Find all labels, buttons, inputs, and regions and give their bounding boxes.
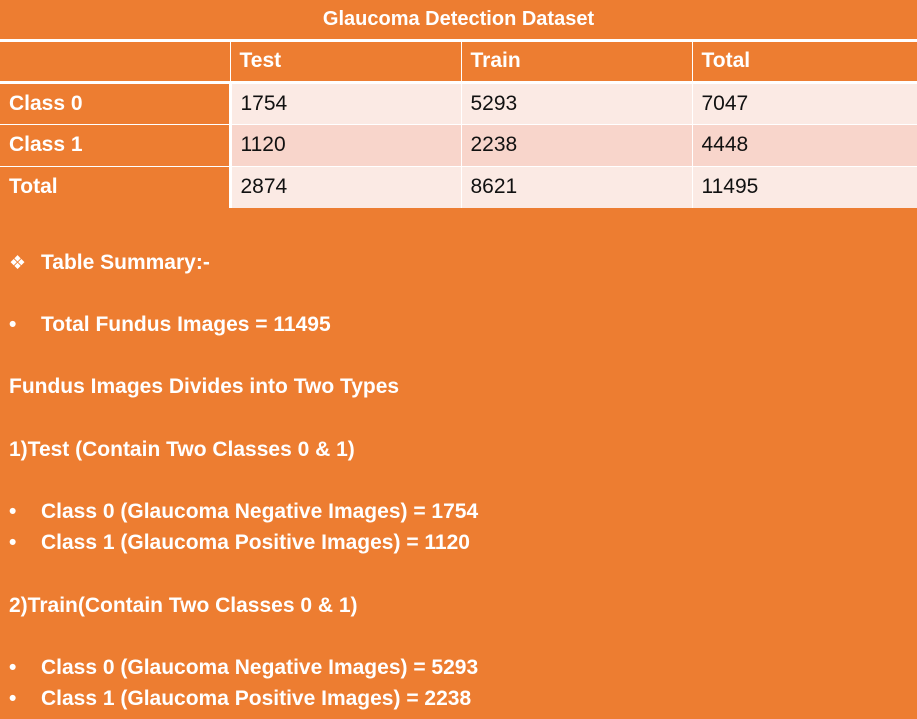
table-cell: 2238: [461, 124, 693, 167]
row-label: Total: [0, 166, 232, 208]
header-cell-test: Test: [230, 40, 462, 84]
bullet-icon: •: [9, 313, 17, 336]
table-caption: Glaucoma Detection Dataset: [0, 0, 917, 42]
divides-line: Fundus Images Divides into Two Types: [9, 375, 400, 398]
train-item-text: Class 0 (Glaucoma Negative Images) = 529…: [41, 656, 479, 679]
header-cell-corner: [0, 40, 231, 84]
bullet-icon: •: [9, 687, 17, 710]
summary-heading: Table Summary:-: [41, 251, 210, 274]
table-cell: 8621: [461, 166, 693, 208]
table-row-total: Total 2874 8621 11495: [0, 166, 917, 208]
train-item-text: Class 1 (Glaucoma Positive Images) = 223…: [41, 687, 472, 710]
dataset-table: Glaucoma Detection Dataset Test Train To…: [0, 0, 917, 208]
test-item-text: Class 0 (Glaucoma Negative Images) = 175…: [41, 500, 479, 523]
table-row-class-1: Class 1 1120 2238 4448: [0, 124, 917, 167]
train-item-class-0: • Class 0 (Glaucoma Negative Images) = 52…: [9, 655, 478, 681]
table-header-row: Test Train Total: [0, 40, 917, 84]
total-images-text: Total Fundus Images = 11495: [41, 313, 331, 336]
table-cell: 7047: [692, 82, 917, 125]
table-cell: 1120: [230, 124, 462, 167]
summary-heading-line: ❖ Table Summary:-: [9, 250, 210, 277]
test-item-class-1: • Class 1 (Glaucoma Positive Images) = 11…: [9, 530, 470, 556]
test-item-class-0: • Class 0 (Glaucoma Negative Images) = 17…: [9, 499, 478, 525]
train-heading: 2)Train(Contain Two Classes 0 & 1): [9, 594, 358, 617]
bullet-icon: •: [9, 500, 17, 523]
header-cell-total: Total: [692, 40, 917, 84]
table-cell: 11495: [692, 166, 917, 208]
test-heading: 1)Test (Contain Two Classes 0 & 1): [9, 438, 355, 461]
table-cell: 1754: [230, 82, 462, 125]
row-label: Class 0: [0, 82, 232, 125]
bullet-icon: •: [9, 656, 17, 679]
test-item-text: Class 1 (Glaucoma Positive Images) = 112…: [41, 531, 470, 554]
row-label: Class 1: [0, 124, 232, 167]
total-images-line: • Total Fundus Images = 11495: [9, 312, 331, 338]
table-cell: 2874: [230, 166, 462, 208]
train-item-class-1: • Class 1 (Glaucoma Positive Images) = 22…: [9, 686, 471, 712]
header-cell-train: Train: [461, 40, 693, 84]
table-cell: 5293: [461, 82, 693, 125]
diamond-four-point-icon: ❖: [9, 253, 27, 274]
table-cell: 4448: [692, 124, 917, 167]
bullet-icon: •: [9, 531, 17, 554]
table-row-class-0: Class 0 1754 5293 7047: [0, 82, 917, 125]
